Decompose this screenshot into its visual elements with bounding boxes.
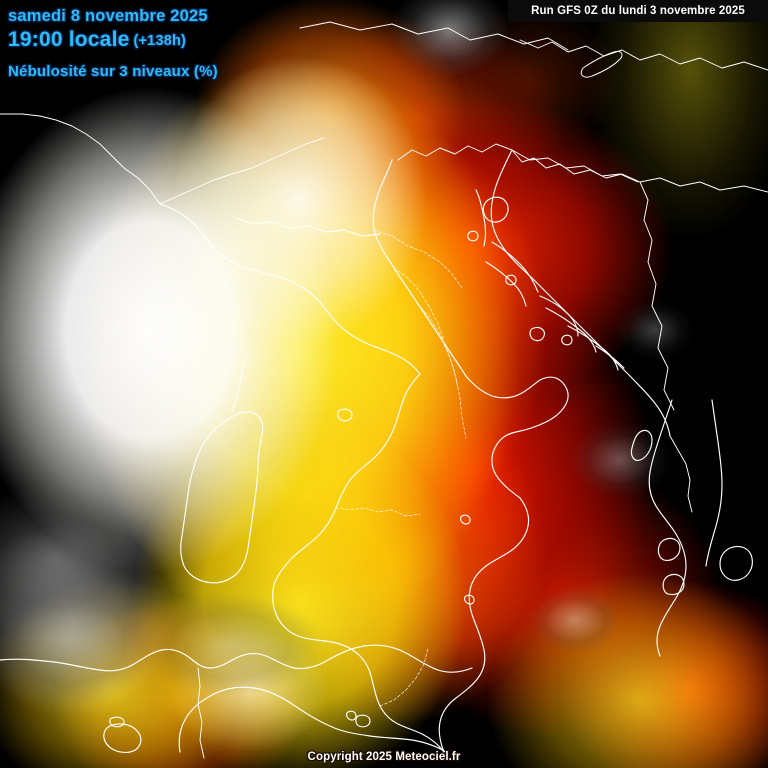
island-small-1 [468,231,478,241]
region-border-italy-4 [442,340,466,438]
island-krk [483,197,508,222]
model-run-banner: Run GFS 0Z du lundi 3 novembre 2025 [508,0,768,22]
island-small-2 [506,275,516,285]
island-zakynthos [663,574,684,594]
model-run-label: Run GFS 0Z du lundi 3 novembre 2025 [531,5,745,17]
border-hungary-slovakia [520,40,768,70]
island-cres [476,190,486,246]
island-korcula [568,326,618,370]
coast-sicily [179,687,446,752]
border-bosnia-croatia [512,150,638,182]
coast-greece-east [706,400,722,566]
border-austria-slovenia [300,22,568,50]
island-hvar [546,308,596,352]
border-tunisia-algeria [198,668,204,758]
coast-italy-tyrrhenian-north [274,374,420,584]
coast-sardinia [181,412,263,583]
region-border-italy-6 [380,648,428,706]
border-france-italy [0,114,160,204]
island-pag [492,242,538,292]
island-pantelleria [104,724,141,752]
island-egadi [110,717,124,727]
island-elba [338,409,352,421]
island-small-4 [562,335,572,345]
border-slovenia-croatia [512,150,768,192]
coast-greece-west [649,400,686,656]
island-brac [540,296,578,336]
island-dugi-otok [486,262,526,306]
border-hungary-east [640,182,674,410]
border-montenegro-albania [670,436,692,512]
region-border-italy-2 [394,268,444,340]
coast-italy-adriatic [373,160,568,498]
island-mljet [596,346,624,368]
lake-balaton [581,51,622,77]
river-po [236,218,380,236]
island-corfu [631,430,652,460]
border-italy-slovenia [398,144,512,160]
coast-croatia [491,150,670,436]
island-malta-1 [356,715,370,727]
island-greece-small [720,546,752,580]
coast-north-africa [0,645,472,672]
island-kefalonia [658,538,680,560]
coast-italy-tyrrhenian [273,584,444,752]
island-malta-2 [347,711,356,720]
coast-italy-south [439,498,528,752]
coast-italy-ligurian [160,204,420,374]
region-border-italy-5 [336,508,420,516]
island-eolie [465,595,474,604]
region-border-italy-1 [374,230,462,288]
island-small-3 [530,327,544,340]
region-border-italy-3 [418,304,458,388]
coast-corsica [232,354,248,412]
border-switzerland-italy [160,138,324,204]
island-ponza [461,515,470,524]
